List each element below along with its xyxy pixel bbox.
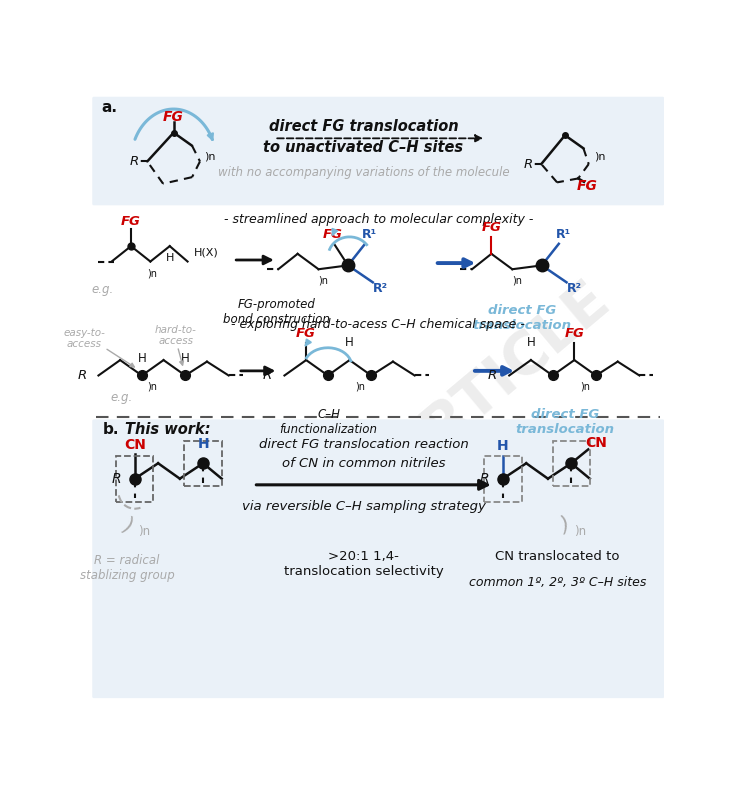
Text: H: H: [165, 253, 174, 263]
Text: R: R: [523, 157, 533, 171]
Text: )n: )n: [580, 381, 590, 391]
Text: direct FG
translocation: direct FG translocation: [516, 408, 615, 436]
Text: ): ): [558, 514, 572, 536]
Text: H: H: [497, 439, 508, 453]
Text: H: H: [137, 352, 146, 364]
Text: )n: )n: [356, 381, 365, 391]
Text: CN: CN: [124, 438, 146, 452]
Text: H(X): H(X): [194, 247, 218, 257]
Text: H: H: [197, 437, 209, 451]
Text: e.g.: e.g.: [111, 390, 133, 404]
Text: direct FG translocation: direct FG translocation: [269, 120, 458, 135]
Text: FG: FG: [121, 215, 141, 228]
Text: R¹: R¹: [556, 228, 571, 241]
Text: common 1º, 2º, 3º C–H sites: common 1º, 2º, 3º C–H sites: [469, 575, 646, 589]
Text: direct FG
translocation: direct FG translocation: [473, 304, 572, 332]
Text: >20:1 1,4-
translocation selectivity: >20:1 1,4- translocation selectivity: [283, 550, 444, 578]
Text: direct FG translocation reaction: direct FG translocation reaction: [258, 438, 469, 451]
Text: - streamlined approach to molecular complexity -: - streamlined approach to molecular comp…: [224, 212, 533, 226]
FancyBboxPatch shape: [92, 97, 664, 205]
Text: with no accompanying variations of the molecule: with no accompanying variations of the m…: [218, 167, 509, 179]
Text: - exploring hard-to-acess C–H chemical space -: - exploring hard-to-acess C–H chemical s…: [231, 318, 525, 331]
Text: CN: CN: [585, 436, 607, 450]
Text: CN translocated to: CN translocated to: [495, 550, 619, 563]
Text: R¹: R¹: [362, 228, 377, 241]
Text: to unactivated C–H sites: to unactivated C–H sites: [263, 140, 463, 155]
Text: FG: FG: [323, 228, 342, 241]
FancyBboxPatch shape: [92, 419, 664, 698]
Text: R: R: [111, 471, 121, 486]
Text: )n: )n: [574, 524, 587, 538]
Text: FG: FG: [481, 221, 501, 235]
Text: R²: R²: [567, 282, 582, 295]
Text: C–H
functionalization: C–H functionalization: [280, 408, 378, 436]
Text: )n: )n: [204, 151, 215, 161]
Text: )n: )n: [594, 151, 605, 161]
Text: a.: a.: [102, 100, 117, 115]
Text: of CN in common nitriles: of CN in common nitriles: [282, 456, 445, 470]
Text: )n: )n: [138, 524, 151, 538]
Text: R = radical
stablizing group: R = radical stablizing group: [80, 554, 174, 582]
Text: e.g.: e.g.: [92, 283, 114, 296]
Text: R: R: [488, 369, 497, 382]
Text: )n: )n: [512, 275, 522, 286]
Text: R: R: [263, 369, 272, 382]
Text: easy-to-
access: easy-to- access: [63, 327, 106, 349]
Text: This work:: This work:: [125, 422, 210, 437]
Text: )n: )n: [318, 275, 328, 286]
Text: H: H: [181, 352, 190, 364]
Text: via reversible C–H sampling strategy: via reversible C–H sampling strategy: [241, 500, 486, 513]
Text: b.: b.: [103, 422, 120, 437]
Text: R: R: [129, 155, 139, 168]
Text: ): ): [122, 514, 136, 536]
Text: FG: FG: [296, 327, 316, 341]
Text: AED ARTICLE: AED ARTICLE: [261, 273, 621, 589]
Text: H: H: [345, 336, 354, 349]
Text: R: R: [77, 369, 87, 382]
Text: H: H: [526, 336, 535, 349]
Text: R²: R²: [373, 282, 388, 295]
Text: hard-to-
access: hard-to- access: [155, 325, 197, 346]
Text: )n: )n: [147, 268, 157, 278]
Text: R: R: [480, 471, 489, 486]
Text: FG: FG: [163, 110, 184, 124]
Text: )n: )n: [148, 381, 158, 391]
Text: FG: FG: [565, 327, 584, 341]
Text: FG-promoted
bond construction: FG-promoted bond construction: [223, 298, 330, 327]
Text: FG: FG: [577, 179, 598, 194]
